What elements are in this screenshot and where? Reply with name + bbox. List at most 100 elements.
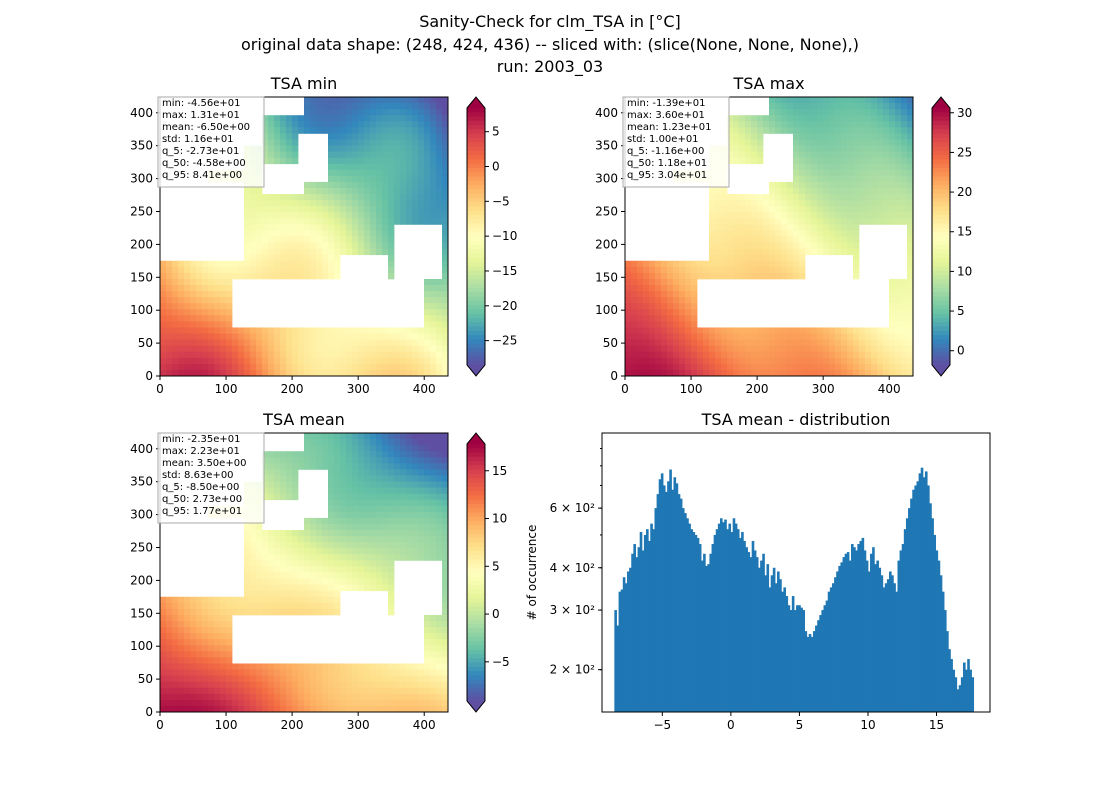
map-cell: [358, 687, 365, 695]
colorbar-swatch: [467, 572, 485, 578]
map-cell: [418, 181, 425, 189]
map-cell: [334, 97, 341, 104]
map-cell: [817, 133, 824, 140]
colorbar-swatch: [932, 270, 950, 276]
map-cell: [442, 266, 449, 274]
map-cell: [871, 369, 878, 377]
map-cell: [805, 157, 812, 165]
map-cell: [184, 351, 191, 359]
map-cell: [412, 194, 419, 201]
map-cell: [757, 157, 764, 165]
map-cell: [364, 97, 371, 104]
map-cell: [274, 248, 281, 256]
map-cell: [340, 475, 347, 482]
map-cell: [196, 621, 203, 628]
map-cell: [280, 530, 287, 537]
map-cell: [865, 218, 872, 225]
map-cell: [334, 242, 341, 250]
map-cell: [244, 357, 251, 365]
map-cell: [388, 523, 395, 531]
histogram-bar: [747, 552, 751, 712]
map-cell: [172, 645, 179, 652]
map-cell: [691, 345, 698, 353]
map-cell: [310, 272, 317, 280]
map-cell: [274, 584, 281, 592]
map-cell: [250, 242, 257, 250]
map-cell: [787, 242, 794, 250]
map-cell: [787, 115, 794, 122]
colorbar-swatch: [932, 262, 950, 267]
map-cell: [172, 260, 179, 268]
map-cell: [346, 212, 353, 219]
map-cell: [334, 560, 341, 567]
map-cell: [334, 572, 341, 579]
map-cell: [172, 602, 179, 610]
map-cell: [286, 463, 293, 470]
map-cell: [859, 345, 866, 353]
map-cell: [286, 687, 293, 695]
map-cell: [250, 693, 257, 701]
histogram-bar: [848, 560, 852, 712]
stats-box-frame: [622, 96, 730, 188]
map-cell: [334, 596, 341, 604]
x-tick-label: 200: [281, 382, 304, 396]
map-cell: [883, 139, 890, 146]
map-cell: [907, 321, 914, 328]
map-cell: [208, 681, 215, 689]
map-cell: [214, 645, 221, 652]
map-cell: [274, 133, 281, 140]
map-cell: [232, 602, 239, 610]
map-cell: [430, 687, 437, 695]
map-cell: [799, 181, 806, 189]
map-cell: [304, 669, 311, 677]
map-cell: [625, 333, 632, 341]
map-cell: [280, 663, 287, 670]
map-cell: [370, 97, 377, 104]
map-cell: [739, 351, 746, 359]
map-cell: [859, 97, 866, 104]
map-cell: [655, 260, 662, 268]
map-cell: [316, 457, 323, 464]
map-cell: [268, 127, 275, 134]
map-cell: [298, 572, 305, 579]
map-cell: [328, 542, 335, 549]
map-cell: [358, 212, 365, 219]
map-cell: [388, 175, 395, 183]
map-cell: [364, 187, 371, 195]
map-cell: [787, 224, 794, 231]
map-cell: [340, 451, 347, 458]
colorbar-swatch: [932, 167, 950, 173]
map-cell: [220, 681, 227, 689]
map-cell: [280, 194, 287, 201]
map-cell: [394, 663, 401, 670]
map-cell: [631, 272, 638, 280]
map-cell: [382, 236, 389, 243]
map-cell: [304, 230, 311, 237]
map-cell: [376, 493, 383, 501]
map-cell: [769, 200, 776, 207]
colorbar-swatch: [467, 266, 485, 272]
map-cell: [256, 693, 263, 701]
histogram-bar: [825, 600, 829, 712]
map-cell: [280, 578, 287, 586]
map-cell: [793, 236, 800, 243]
map-cell: [859, 218, 866, 225]
map-cell: [268, 357, 275, 365]
map-cell: [178, 687, 185, 695]
map-cell: [268, 578, 275, 586]
map-cell: [901, 115, 908, 122]
map-cell: [877, 357, 884, 365]
map-cell: [430, 163, 437, 171]
map-cell: [661, 363, 668, 371]
map-cell: [370, 705, 377, 713]
map-cell: [358, 451, 365, 458]
map-cell: [322, 260, 329, 268]
map-cell: [370, 445, 377, 452]
map-cell: [388, 230, 395, 237]
map-cell: [691, 291, 698, 298]
map-cell: [292, 260, 299, 268]
map-cell: [226, 285, 233, 292]
map-cell: [430, 357, 437, 365]
map-cell: [877, 169, 884, 177]
map-cell: [190, 699, 197, 707]
